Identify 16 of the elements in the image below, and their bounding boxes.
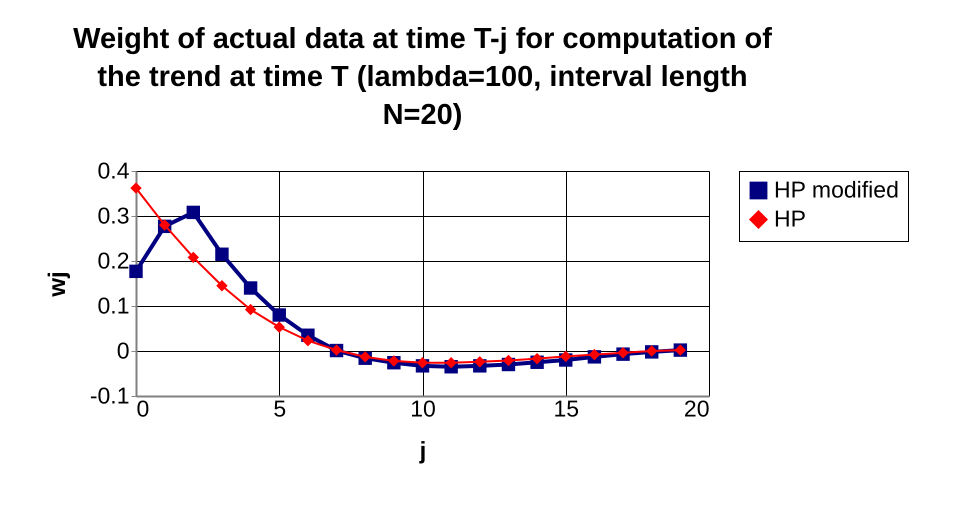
x-axis-title: j	[418, 438, 426, 464]
legend-label: HP	[774, 206, 806, 232]
x-tick-label: 20	[684, 396, 710, 422]
legend-label: HP modified	[774, 176, 899, 202]
x-tick-label: 0	[136, 396, 150, 422]
x-tick-label: 5	[273, 396, 286, 422]
y-tick-label: 0.2	[98, 248, 130, 274]
y-tick-label: 0.3	[98, 202, 130, 228]
x-tick-label: 15	[553, 396, 580, 422]
y-tick-label: 0	[116, 338, 130, 364]
chart-title: Weight of actual data at time T-j for computation of the trend at time T (lambda=100, interval length N=20)	[73, 23, 772, 131]
y-tick-label: 0.1	[98, 292, 130, 318]
y-axis-title: wj	[44, 271, 71, 298]
y-tick-label: -0.1	[90, 382, 130, 408]
y-tick-label: 0.4	[98, 158, 130, 184]
x-tick-label: 10	[410, 396, 436, 422]
